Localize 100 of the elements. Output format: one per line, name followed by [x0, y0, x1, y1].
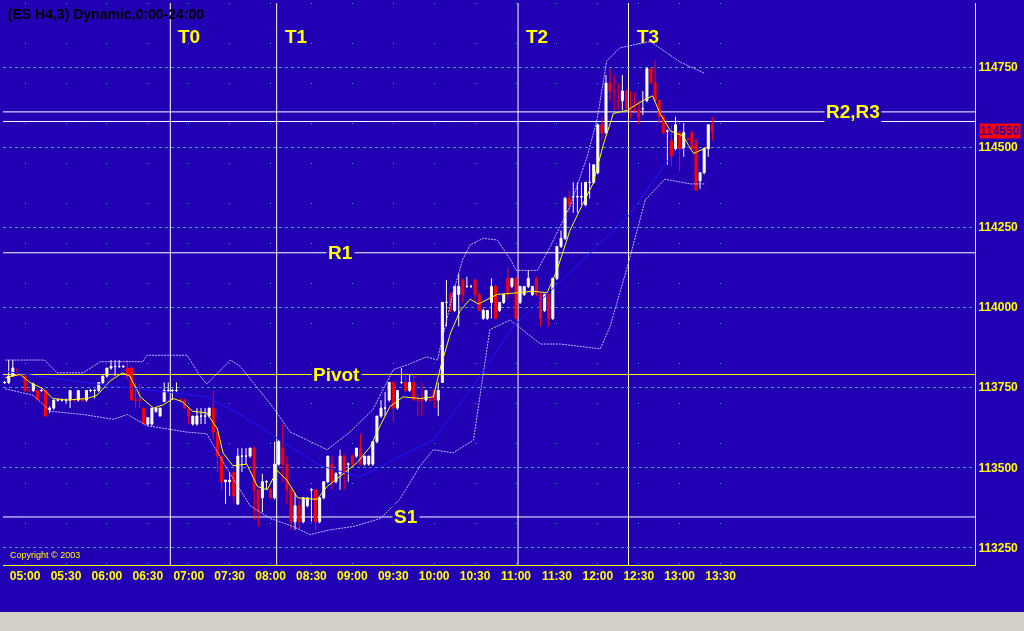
- candlestick: [489, 277, 493, 319]
- y-tick-label: 114000: [978, 300, 1019, 315]
- candlestick: [138, 383, 142, 409]
- candlestick: [31, 381, 35, 393]
- candlestick: [678, 130, 682, 172]
- candlestick: [350, 454, 354, 467]
- annotation: Copyright © 2003: [10, 550, 81, 560]
- x-tick-label: 08:00: [255, 569, 287, 584]
- annotation: S1: [394, 506, 418, 527]
- candlestick: [461, 277, 465, 303]
- candlestick: [645, 66, 649, 103]
- candlestick: [494, 284, 498, 319]
- candlestick: [567, 189, 571, 214]
- x-tick-label: 09:30: [377, 569, 409, 584]
- candlestick: [710, 116, 714, 142]
- candlestick: [142, 407, 146, 425]
- candlestick: [162, 381, 166, 403]
- line-series: [4, 178, 706, 536]
- line-series: [4, 137, 704, 478]
- y-tick-label: 113500: [978, 460, 1019, 475]
- candlestick: [616, 82, 620, 111]
- candlestick: [706, 124, 710, 158]
- candlestick: [260, 473, 264, 513]
- x-tick-label: 12:00: [582, 569, 614, 584]
- candlestick: [391, 381, 395, 423]
- candlestick: [575, 181, 579, 214]
- candlestick: [68, 389, 72, 409]
- candlestick: [158, 407, 162, 417]
- candlestick: [35, 388, 39, 401]
- y-tick-label: 114750: [978, 60, 1019, 75]
- candlestick: [571, 181, 575, 214]
- candlestick: [330, 455, 334, 491]
- candlestick: [195, 407, 199, 427]
- candlestick: [395, 389, 399, 411]
- candlestick: [629, 90, 633, 119]
- candlestick: [7, 359, 11, 385]
- candlestick: [338, 449, 342, 491]
- x-tick-label: 05:00: [9, 569, 41, 584]
- candlestick: [363, 455, 367, 467]
- candlestick: [354, 447, 358, 459]
- candlestick: [240, 447, 244, 473]
- x-tick-label: 07:00: [173, 569, 205, 584]
- candlestick: [359, 433, 363, 467]
- candlestick: [269, 487, 273, 499]
- ref-line-label: T0: [178, 26, 201, 47]
- candlestick: [342, 454, 346, 491]
- x-tick-label: 10:30: [459, 569, 491, 584]
- candlestick: [412, 373, 416, 401]
- y-tick-label: 114250: [978, 220, 1019, 235]
- candlestick: [465, 276, 469, 289]
- annotation: Pivot: [313, 364, 361, 385]
- candlestick: [514, 276, 518, 319]
- x-tick-label: 10:00: [418, 569, 450, 584]
- candlestick: [506, 266, 510, 300]
- candlestick: [52, 399, 56, 411]
- candlestick: [383, 391, 387, 417]
- candlestick: [416, 393, 420, 417]
- candlestick: [404, 373, 408, 393]
- x-tick-label: 13:00: [664, 569, 696, 584]
- x-tick-label: 11:00: [500, 569, 532, 584]
- y-tick-label: 113250: [978, 540, 1019, 555]
- x-tick-label: 09:00: [337, 569, 369, 584]
- candlestick: [579, 181, 583, 206]
- candlestick: [424, 389, 428, 403]
- ref-line-label: T2: [526, 26, 549, 47]
- candlestick: [387, 381, 391, 403]
- candlestick: [84, 389, 88, 403]
- candlestick: [236, 447, 240, 505]
- candlestick: [346, 462, 350, 483]
- candlestick: [547, 292, 551, 327]
- ref-line-label: T3: [637, 26, 660, 47]
- candlestick: [510, 277, 514, 289]
- candlestick: [314, 489, 318, 531]
- candlestick: [600, 116, 604, 142]
- candlestick: [457, 273, 461, 327]
- candlestick: [408, 373, 412, 393]
- candlestick: [232, 471, 236, 505]
- candlestick: [420, 381, 424, 417]
- x-tick-label: 13:30: [705, 569, 737, 584]
- candlestick: [150, 407, 154, 427]
- x-tick-label: 05:30: [50, 569, 82, 584]
- candlestick: [76, 389, 80, 403]
- candlestick: [399, 367, 403, 385]
- candlestick: [134, 381, 138, 409]
- candlestick: [297, 498, 301, 531]
- x-tick-label: 06:30: [132, 569, 164, 584]
- candlestick: [624, 88, 628, 110]
- candlestick: [588, 162, 592, 199]
- candlestick: [665, 128, 669, 166]
- x-tick-label: 12:30: [623, 569, 655, 584]
- candlestick: [669, 124, 673, 167]
- ref-line-label: T1: [285, 26, 308, 47]
- x-tick-label: 07:30: [214, 569, 246, 584]
- candlestick: [436, 381, 440, 417]
- candlestick: [485, 309, 489, 321]
- x-tick-label: 11:30: [541, 569, 573, 584]
- text: 114550: [980, 124, 1020, 138]
- candlestick: [481, 308, 485, 321]
- y-tick-label: 113750: [978, 380, 1019, 395]
- annotation: R1: [328, 242, 353, 263]
